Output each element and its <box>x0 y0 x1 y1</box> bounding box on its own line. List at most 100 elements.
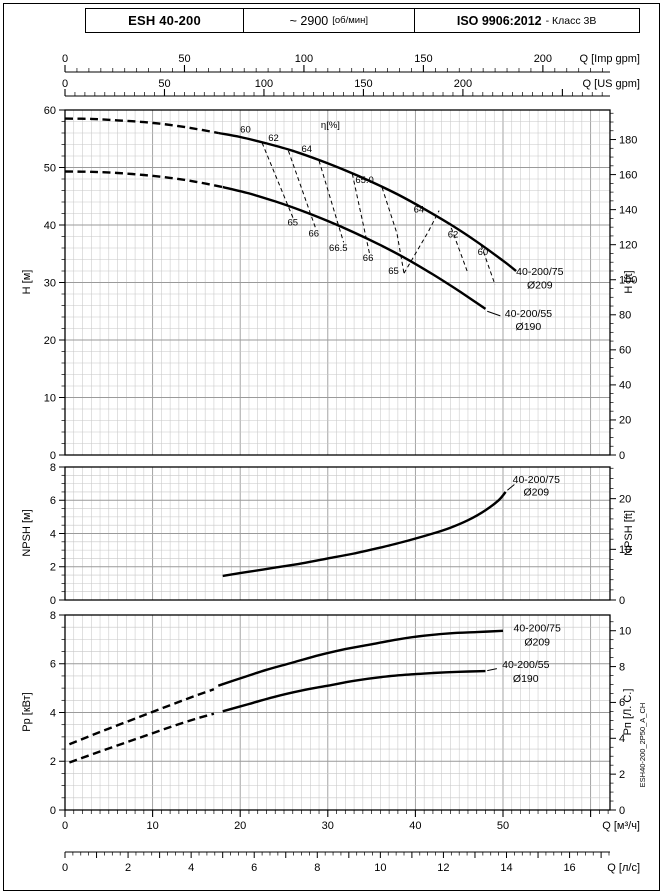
svg-text:12: 12 <box>437 862 449 874</box>
svg-text:0: 0 <box>619 805 625 817</box>
ylabel-p-hp: Pп [Л. С.] <box>622 689 634 736</box>
axis-npsh-m: 0 2 4 6 8 <box>50 462 65 607</box>
panel-grid-npsh <box>64 466 611 601</box>
svg-text:200: 200 <box>534 53 552 65</box>
ylabel-h-m: H [м] <box>21 270 33 295</box>
svg-text:2: 2 <box>125 862 131 874</box>
svg-text:10: 10 <box>146 820 158 832</box>
svg-text:8: 8 <box>619 661 625 673</box>
svg-text:2: 2 <box>50 756 56 768</box>
svg-text:60: 60 <box>44 105 56 117</box>
svg-text:60: 60 <box>478 247 489 258</box>
svg-text:50: 50 <box>158 78 170 90</box>
svg-text:Ø209: Ø209 <box>523 486 549 498</box>
svg-text:40: 40 <box>619 380 631 392</box>
svg-text:60: 60 <box>240 124 251 135</box>
axis-pp-kw: 0 2 4 6 8 <box>50 610 65 817</box>
svg-text:0: 0 <box>50 805 56 817</box>
svg-text:0: 0 <box>619 595 625 607</box>
svg-text:10: 10 <box>44 392 56 404</box>
svg-text:100: 100 <box>295 53 313 65</box>
title-bar: ESH 40-200 ~ 2900 [об/мин] ISO 9906:2012… <box>85 8 640 33</box>
axis-m3h-title: Q [м³/ч] <box>602 820 640 832</box>
doc-code: ESH40-200_2P50_A_CH <box>638 703 647 788</box>
axis-h-ft: 0 20 40 60 80 100 120 140 160 180 <box>610 112 637 462</box>
axis-lps-title: Q [л/с] <box>607 862 640 874</box>
standard-name: ISO 9906:2012 <box>456 13 542 28</box>
svg-text:160: 160 <box>619 169 637 181</box>
ylabel-h-ft: H [ft] <box>623 270 635 293</box>
svg-text:4: 4 <box>50 707 56 719</box>
svg-text:2: 2 <box>619 769 625 781</box>
ylabel-npsh-ft: NPSH [ft] <box>623 510 635 556</box>
svg-text:Ø190: Ø190 <box>513 673 539 685</box>
svg-text:20: 20 <box>44 335 56 347</box>
ylabel-npsh-m: NPSH [м] <box>21 509 33 556</box>
svg-text:50: 50 <box>497 820 509 832</box>
svg-text:0: 0 <box>62 820 68 832</box>
svg-text:4: 4 <box>50 528 56 540</box>
svg-text:6: 6 <box>50 495 56 507</box>
curve-power-1 <box>68 629 504 746</box>
panel-grid-head <box>64 109 611 456</box>
efficiency-contours <box>261 142 496 285</box>
axis-lps: 0 2 4 6 8 10 12 14 16 Q [л/с] <box>62 851 640 874</box>
svg-text:10: 10 <box>374 862 386 874</box>
svg-text:62: 62 <box>448 230 459 241</box>
svg-text:60: 60 <box>619 345 631 357</box>
svg-text:66: 66 <box>363 253 374 264</box>
svg-text:6: 6 <box>251 862 257 874</box>
svg-text:10: 10 <box>619 626 631 638</box>
svg-text:2: 2 <box>50 562 56 574</box>
pump-model-cell: ESH 40-200 <box>85 8 244 33</box>
svg-text:6: 6 <box>619 697 625 709</box>
svg-text:140: 140 <box>619 204 637 216</box>
svg-text:20: 20 <box>619 415 631 427</box>
svg-text:Ø209: Ø209 <box>527 279 553 291</box>
svg-text:40-200/75: 40-200/75 <box>513 474 560 486</box>
svg-text:64: 64 <box>414 204 425 215</box>
axis-h-m: 0 10 20 30 40 50 60 <box>44 105 65 462</box>
curve-npsh-1 <box>222 491 507 578</box>
svg-text:40-200/75: 40-200/75 <box>516 266 563 278</box>
svg-text:65: 65 <box>388 266 399 277</box>
svg-text:20: 20 <box>619 493 631 505</box>
svg-text:40-200/55: 40-200/55 <box>505 308 552 320</box>
svg-text:50: 50 <box>178 53 190 65</box>
svg-text:Ø190: Ø190 <box>516 321 542 333</box>
svg-text:62: 62 <box>268 133 279 144</box>
svg-text:30: 30 <box>44 277 56 289</box>
svg-text:40-200/55: 40-200/55 <box>502 659 549 671</box>
curve-head-1 <box>64 117 517 272</box>
pump-speed-unit: [об/мин] <box>332 15 368 26</box>
svg-text:8: 8 <box>314 862 320 874</box>
svg-text:0: 0 <box>62 862 68 874</box>
svg-text:30: 30 <box>322 820 334 832</box>
svg-text:4: 4 <box>188 862 194 874</box>
svg-text:65.0: 65.0 <box>355 175 374 186</box>
svg-text:0: 0 <box>619 450 625 462</box>
page-frame <box>3 3 660 891</box>
curve-head-2 <box>64 170 487 310</box>
curve-power-2 <box>68 669 486 764</box>
axis-npsh-ft: 0 10 20 <box>610 467 631 607</box>
svg-text:8: 8 <box>50 462 56 474</box>
svg-text:100: 100 <box>255 78 273 90</box>
svg-text:64: 64 <box>301 144 312 155</box>
standard-cell: ISO 9906:2012 - Класс 3В <box>413 8 640 33</box>
efficiency-labels: η[%] 60 62 64 65.0 64 62 60 65 66 66.5 66 65 <box>240 120 488 277</box>
pump-speed: ~ 2900 <box>289 13 329 28</box>
svg-text:200: 200 <box>454 78 472 90</box>
pump-speed-cell: ~ 2900 [об/мин] <box>242 8 415 33</box>
svg-text:66.5: 66.5 <box>329 243 348 254</box>
svg-text:65: 65 <box>287 218 298 229</box>
axis-p-hp: 0 2 4 6 8 10 <box>610 621 631 817</box>
svg-text:0: 0 <box>50 595 56 607</box>
svg-text:η[%]: η[%] <box>321 120 340 131</box>
svg-text:150: 150 <box>414 53 432 65</box>
